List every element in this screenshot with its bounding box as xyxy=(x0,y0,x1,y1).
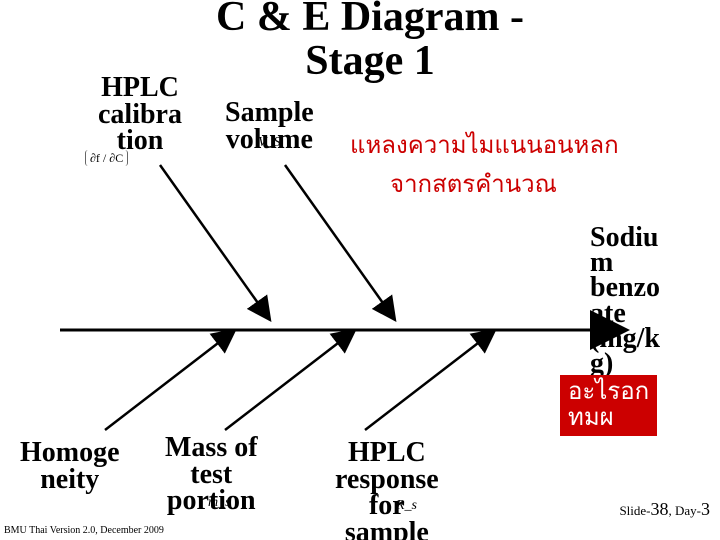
effect-label: Sodiu m benzo ate (mg/k g) xyxy=(590,225,660,376)
bone-line xyxy=(225,330,355,430)
math-rs: R_s xyxy=(396,498,417,514)
red-callout-box: อะไรอก ทมผ xyxy=(560,375,657,436)
bone-line xyxy=(105,330,235,430)
math-ms: m_s xyxy=(208,495,231,511)
footer-left: BMU Thai Version 2.0, December 2009 xyxy=(4,525,164,536)
title-line1: C & E Diagram - xyxy=(216,0,524,40)
cause-hplc-response: HPLC response for sample xyxy=(335,440,439,540)
cause-homogeneity: Homoge neity xyxy=(20,440,120,493)
cause-hplc-calibration: HPLC calibra tion xyxy=(98,75,182,155)
title-line2: Stage 1 xyxy=(305,38,435,84)
bone-line xyxy=(365,330,495,430)
math-partial: ∂f / ∂C xyxy=(85,150,128,166)
footer-right: Slide-38, Day-3 xyxy=(619,499,710,520)
diagram-title: C & E Diagram - Stage 1 xyxy=(110,0,630,83)
bone-line xyxy=(160,165,270,320)
thai-source-note: แหลงความไมแนนอนหลก จากสตรคำนวณ xyxy=(350,125,619,203)
math-vs: V_S xyxy=(258,135,281,151)
